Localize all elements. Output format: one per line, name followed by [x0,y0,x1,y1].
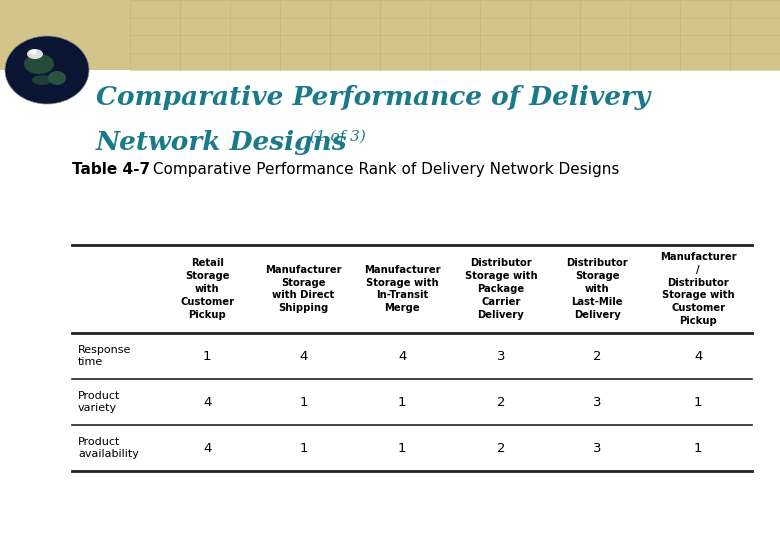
Text: 4: 4 [203,395,211,408]
Text: 1: 1 [203,349,211,362]
Text: 1: 1 [300,442,308,455]
Text: 4: 4 [694,349,702,362]
Text: Product
variety: Product variety [78,391,120,413]
Text: 1: 1 [300,395,308,408]
Text: Retail
Storage
with
Customer
Pickup: Retail Storage with Customer Pickup [180,259,234,320]
Text: Distributor
Storage with
Package
Carrier
Delivery: Distributor Storage with Package Carrier… [465,259,537,320]
Text: 2: 2 [497,442,505,455]
Text: Network Designs: Network Designs [96,130,348,155]
Text: Manufacturer
/
Distributor
Storage with
Customer
Pickup: Manufacturer / Distributor Storage with … [660,252,736,326]
Text: 4: 4 [398,349,406,362]
Text: 1: 1 [398,442,406,455]
Text: Response
time: Response time [78,345,131,367]
Text: Manufacturer
Storage with
In-Transit
Merge: Manufacturer Storage with In-Transit Mer… [363,265,441,313]
Ellipse shape [27,49,43,59]
Text: Comparative Performance Rank of Delivery Network Designs: Comparative Performance Rank of Delivery… [148,162,619,177]
Text: 2: 2 [593,349,601,362]
Ellipse shape [29,50,37,55]
Text: 1: 1 [398,395,406,408]
Text: 1: 1 [694,442,703,455]
Text: (1 of 3): (1 of 3) [305,130,366,144]
Ellipse shape [5,36,89,104]
Text: Distributor
Storage
with
Last-Mile
Delivery: Distributor Storage with Last-Mile Deliv… [566,259,628,320]
Text: 4: 4 [300,349,307,362]
Text: 4: 4 [203,442,211,455]
Ellipse shape [24,54,54,74]
Text: Product
availability: Product availability [78,437,139,459]
Text: Comparative Performance of Delivery: Comparative Performance of Delivery [96,85,651,110]
Bar [0,0,780,70]
Text: 3: 3 [593,395,601,408]
Ellipse shape [32,75,52,85]
Text: Table 4-7: Table 4-7 [72,162,150,177]
Ellipse shape [48,71,66,85]
Text: 3: 3 [593,442,601,455]
Text: 2: 2 [497,395,505,408]
Text: 1: 1 [694,395,703,408]
Text: 3: 3 [497,349,505,362]
Text: Manufacturer
Storage
with Direct
Shipping: Manufacturer Storage with Direct Shippin… [265,265,342,313]
